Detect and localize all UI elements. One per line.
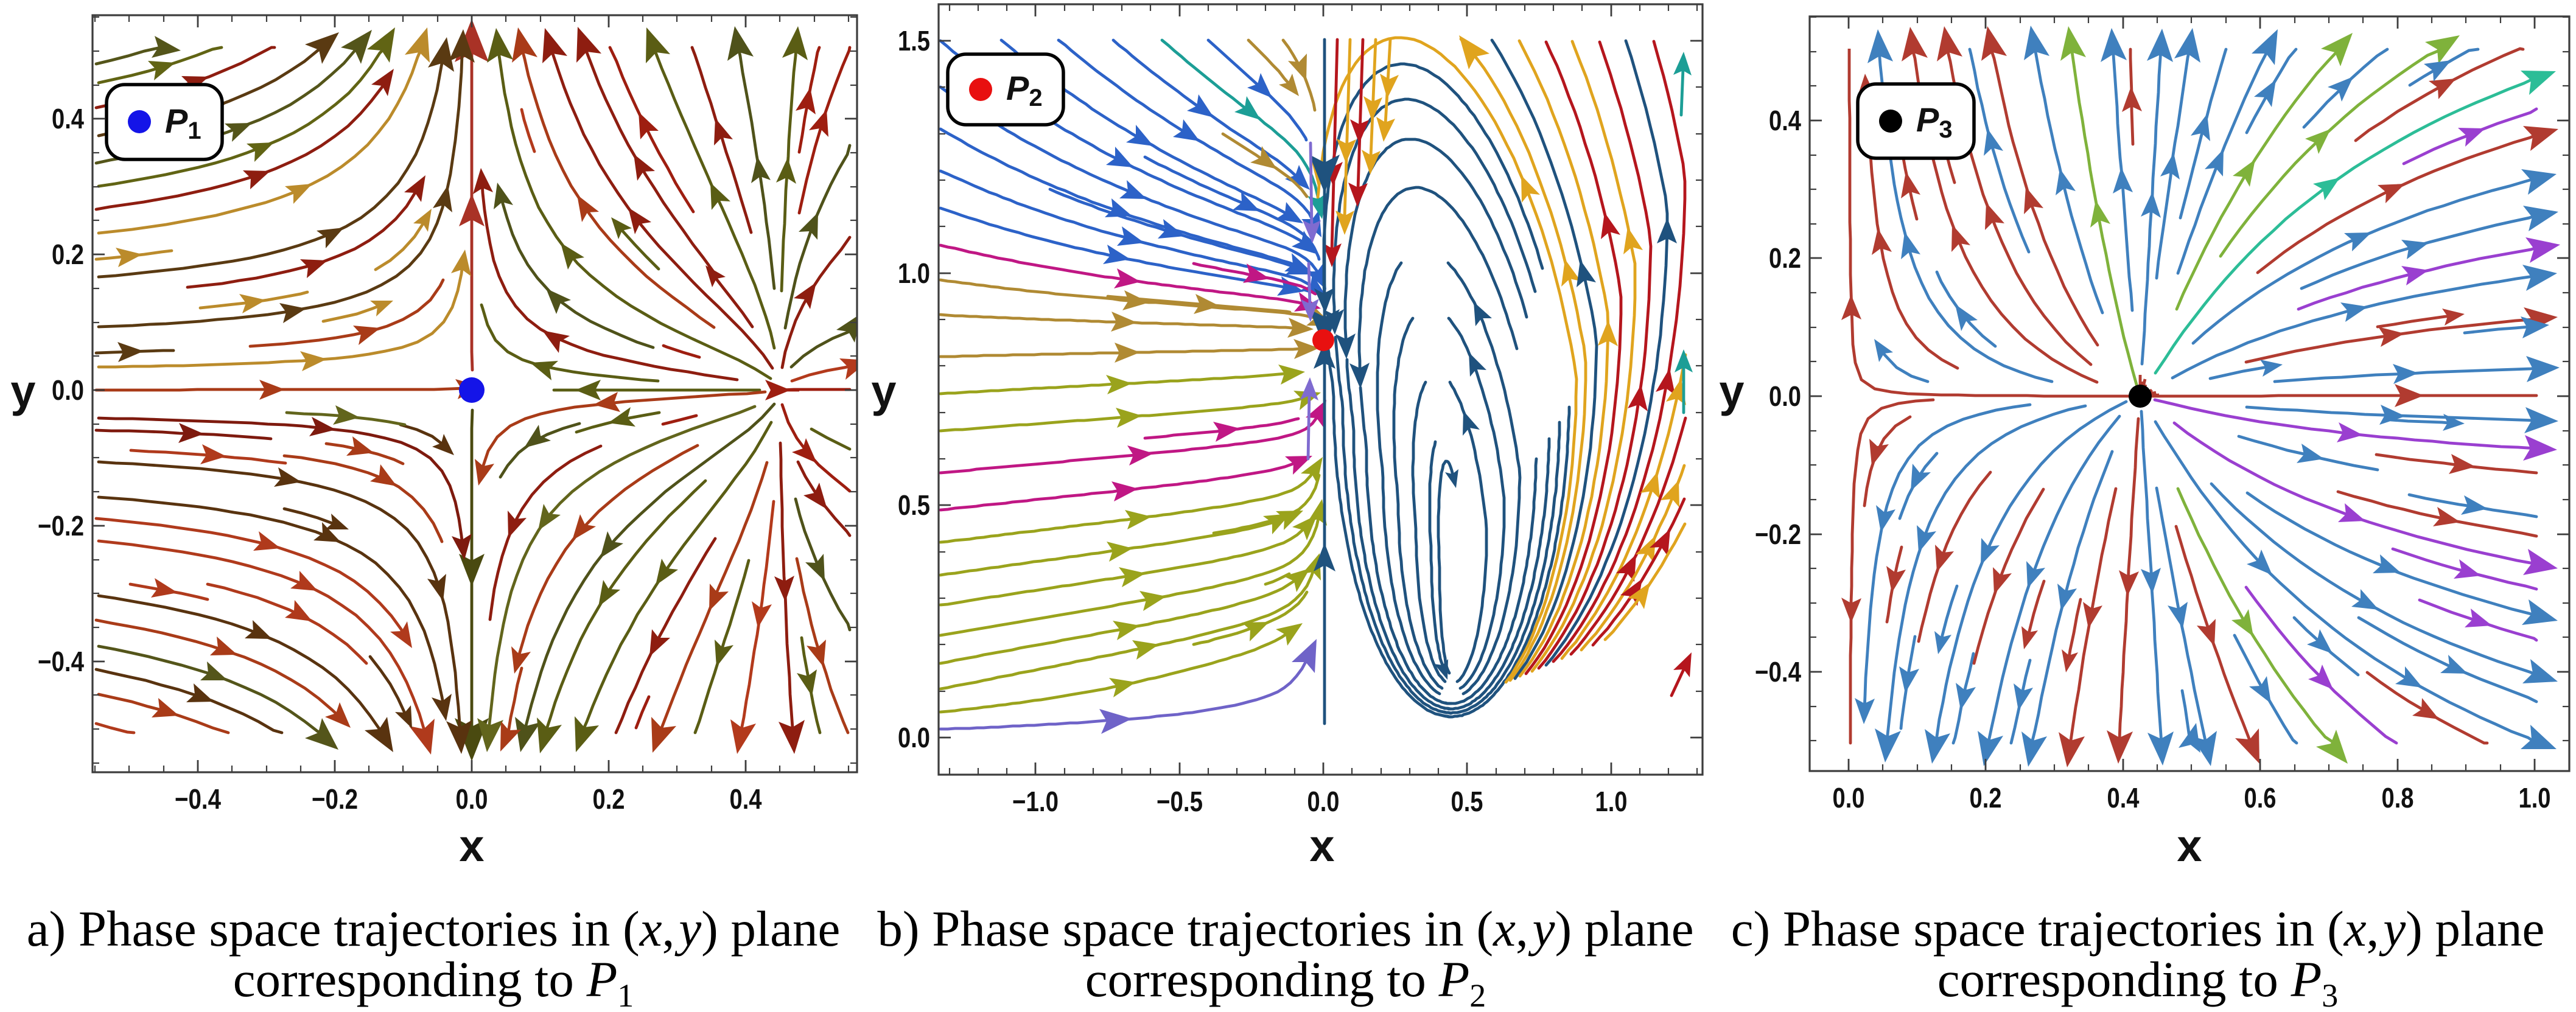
- svg-text:0.0: 0.0: [1307, 786, 1340, 817]
- svg-text:0.0: 0.0: [898, 722, 930, 753]
- svg-text:x: x: [1309, 820, 1334, 871]
- svg-text:corresponding to P2: corresponding to P2: [1085, 951, 1486, 1009]
- svg-text:1.5: 1.5: [898, 25, 930, 57]
- svg-text:1.0: 1.0: [2519, 782, 2551, 814]
- svg-text:0.2: 0.2: [1769, 242, 1801, 274]
- svg-text:−1.0: −1.0: [1012, 786, 1059, 817]
- svg-text:corresponding to P1: corresponding to P1: [233, 951, 634, 1009]
- svg-text:1.0: 1.0: [1595, 786, 1628, 817]
- svg-text:y: y: [871, 366, 896, 416]
- svg-text:0.8: 0.8: [2382, 782, 2414, 814]
- svg-text:0.4: 0.4: [730, 783, 762, 815]
- svg-text:−0.5: −0.5: [1157, 786, 1203, 817]
- svg-text:1.0: 1.0: [898, 257, 930, 289]
- svg-text:0.2: 0.2: [1970, 782, 2002, 814]
- svg-text:x: x: [2177, 820, 2202, 871]
- svg-text:corresponding to P3: corresponding to P3: [1937, 951, 2339, 1009]
- svg-text:b) Phase space trajectories in: b) Phase space trajectories in (x, y) pl…: [877, 901, 1693, 957]
- svg-text:−0.4: −0.4: [175, 783, 221, 815]
- svg-text:0.6: 0.6: [2244, 782, 2277, 814]
- svg-text:0.2: 0.2: [52, 239, 84, 270]
- svg-text:0.5: 0.5: [1451, 786, 1483, 817]
- svg-text:y: y: [10, 366, 35, 416]
- svg-text:−0.4: −0.4: [38, 646, 84, 677]
- svg-text:−0.2: −0.2: [1755, 518, 1801, 550]
- svg-text:0.0: 0.0: [1769, 380, 1801, 412]
- svg-text:a) Phase space trajectories in: a) Phase space trajectories in (x, y) pl…: [27, 901, 841, 957]
- svg-text:0.4: 0.4: [52, 103, 84, 134]
- svg-text:0.0: 0.0: [1833, 782, 1865, 814]
- svg-text:x: x: [459, 820, 484, 871]
- svg-text:P3: P3: [1916, 100, 1953, 143]
- svg-text:0.0: 0.0: [52, 374, 84, 406]
- svg-text:0.5: 0.5: [898, 489, 930, 521]
- svg-text:−0.4: −0.4: [1755, 656, 1801, 688]
- svg-text:0.4: 0.4: [2107, 782, 2140, 814]
- svg-text:y: y: [1719, 366, 1744, 416]
- svg-text:c) Phase space trajectories in: c) Phase space trajectories in (x, y) pl…: [1731, 901, 2545, 957]
- svg-text:0.2: 0.2: [593, 783, 625, 815]
- svg-text:0.4: 0.4: [1769, 105, 1801, 136]
- svg-text:−0.2: −0.2: [312, 783, 358, 815]
- svg-text:−0.2: −0.2: [38, 510, 84, 542]
- svg-text:0.0: 0.0: [456, 783, 488, 815]
